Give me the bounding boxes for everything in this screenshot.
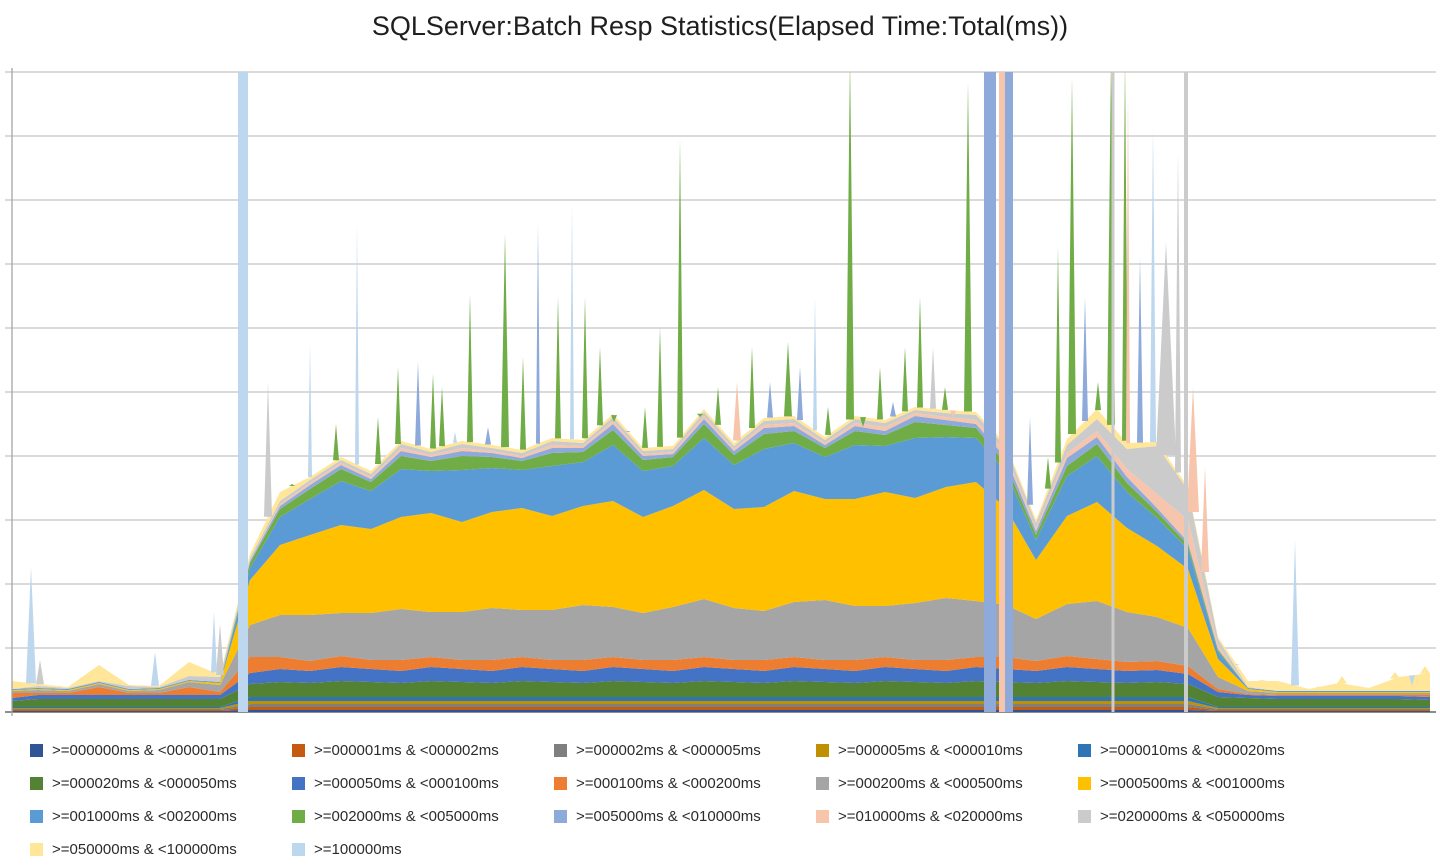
legend-label: >=005000ms & <010000ms — [576, 808, 761, 825]
legend-swatch-icon — [30, 777, 43, 790]
legend-label: >=000002ms & <000005ms — [576, 742, 761, 759]
legend-item: >=005000ms & <010000ms — [554, 800, 816, 833]
legend-item: >=002000ms & <005000ms — [292, 800, 554, 833]
legend-label: >=000100ms & <000200ms — [576, 775, 761, 792]
legend-item: >=000000ms & <000001ms — [30, 734, 292, 767]
legend-item: >=050000ms & <100000ms — [30, 833, 292, 866]
legend-item: >=000020ms & <000050ms — [30, 767, 292, 800]
legend-label: >=050000ms & <100000ms — [52, 841, 237, 858]
legend-item: >=000100ms & <000200ms — [554, 767, 816, 800]
legend-label: >=020000ms & <050000ms — [1100, 808, 1285, 825]
legend-label: >=000005ms & <000010ms — [838, 742, 1023, 759]
legend-item: >=000050ms & <000100ms — [292, 767, 554, 800]
legend-label: >=000200ms & <000500ms — [838, 775, 1023, 792]
legend-item: >=001000ms & <002000ms — [30, 800, 292, 833]
legend-item: >=100000ms — [292, 833, 554, 866]
legend-swatch-icon — [554, 810, 567, 823]
legend-label: >=010000ms & <020000ms — [838, 808, 1023, 825]
legend-swatch-icon — [816, 777, 829, 790]
legend-swatch-icon — [292, 777, 305, 790]
legend: >=000000ms & <000001ms >=000001ms & <0000… — [30, 734, 1420, 866]
page-title: SQLServer:Batch Resp Statistics(Elapsed … — [0, 0, 1440, 52]
legend-label: >=000000ms & <000001ms — [52, 742, 237, 759]
chart-title-text: SQLServer:Batch Resp Statistics(Elapsed … — [371, 10, 1069, 41]
plot-area — [12, 72, 1430, 712]
legend-item: >=000001ms & <000002ms — [292, 734, 554, 767]
legend-swatch-icon — [292, 843, 305, 856]
legend-swatch-icon — [1078, 777, 1091, 790]
legend-swatch-icon — [30, 843, 43, 856]
legend-swatch-icon — [816, 744, 829, 757]
legend-item: >=000500ms & <001000ms — [1078, 767, 1340, 800]
legend-item: >=000002ms & <000005ms — [554, 734, 816, 767]
legend-item: >=010000ms & <020000ms — [816, 800, 1078, 833]
legend-swatch-icon — [1078, 810, 1091, 823]
legend-item: >=000200ms & <000500ms — [816, 767, 1078, 800]
legend-swatch-icon — [292, 744, 305, 757]
legend-swatch-icon — [554, 777, 567, 790]
legend-item: >=000010ms & <000020ms — [1078, 734, 1340, 767]
legend-label: >=000500ms & <001000ms — [1100, 775, 1285, 792]
legend-label: >=000050ms & <000100ms — [314, 775, 499, 792]
legend-label: >=100000ms — [314, 841, 402, 858]
legend-label: >=000020ms & <000050ms — [52, 775, 237, 792]
legend-swatch-icon — [292, 810, 305, 823]
legend-swatch-icon — [816, 810, 829, 823]
legend-item: >=000005ms & <000010ms — [816, 734, 1078, 767]
legend-swatch-icon — [30, 810, 43, 823]
legend-swatch-icon — [30, 744, 43, 757]
legend-label: >=000010ms & <000020ms — [1100, 742, 1285, 759]
legend-label: >=002000ms & <005000ms — [314, 808, 499, 825]
legend-label: >=001000ms & <002000ms — [52, 808, 237, 825]
legend-swatch-icon — [1078, 744, 1091, 757]
legend-item: >=020000ms & <050000ms — [1078, 800, 1340, 833]
legend-label: >=000001ms & <000002ms — [314, 742, 499, 759]
legend-swatch-icon — [554, 744, 567, 757]
stacked-area-chart — [5, 68, 1436, 716]
